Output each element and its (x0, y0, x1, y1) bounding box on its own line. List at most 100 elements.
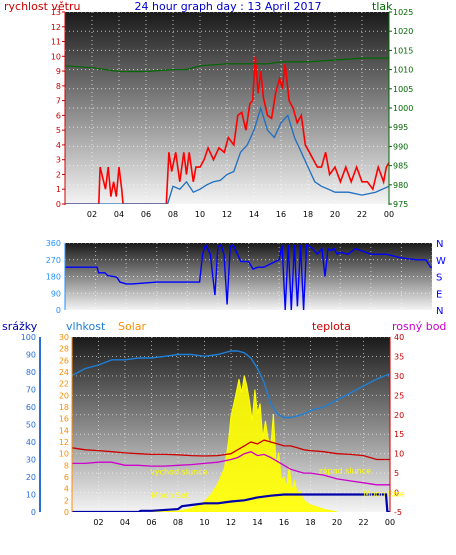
y-rain-tick-label: 80 (26, 368, 36, 377)
y-axis: 0 90 180 270 360 (46, 239, 61, 315)
x-tick-label: 00 (385, 518, 395, 527)
grid (65, 11, 390, 205)
y-solar-tick-label: 28 (59, 345, 69, 354)
annotation-label: Moon Rise (364, 489, 405, 498)
compass-label: W (436, 256, 446, 267)
x-axis: 02 04 06 08 10 12 14 16 18 20 22 00 (87, 210, 394, 219)
y-solar-tick-label: 20 (59, 391, 69, 400)
y-rain-tick-label: 60 (26, 403, 36, 412)
y-temp-tick-label: -5 (394, 508, 402, 517)
y-right-axis: 975 980 985 990 995 1000 1005 1010 1015 1020 1025 (389, 8, 413, 209)
y-left-tick-label: 0 (56, 200, 61, 209)
y-solar-tick-label: 22 (59, 380, 69, 389)
wind-direction-line (65, 243, 432, 310)
compass-label: N (436, 306, 443, 317)
x-tick-label: 16 (276, 210, 286, 219)
y-left-tick-label: 5 (56, 126, 61, 135)
y-solar-tick-label: 4 (64, 485, 69, 494)
y-solar-tick-label: 2 (64, 496, 69, 505)
y-left-tick-label: 1 (56, 185, 61, 194)
compass-label: S (436, 273, 442, 284)
x-tick-label: 20 (330, 210, 340, 219)
y-right-tick-label: 1015 (393, 46, 413, 55)
y-temp-tick-label: 0 (394, 489, 399, 498)
x-tick-label: 22 (358, 518, 368, 527)
x-tick-label: 16 (279, 518, 289, 527)
x-tick-label: 14 (252, 518, 262, 527)
x-tick-label: 06 (146, 518, 156, 527)
annotation-label: západ slunce (318, 467, 371, 476)
pressure-label: tlak (372, 0, 393, 13)
x-tick-label: 18 (303, 210, 313, 219)
dewpoint-line (72, 450, 390, 486)
y-solar-tick-label: 16 (59, 415, 69, 424)
panel-rain-humidity-temp: srážky vlhkost Solar teplota rosný bod 0… (2, 320, 446, 527)
y-right-tick-label: 1000 (393, 104, 413, 113)
y-left-tick-label: 9 (56, 67, 61, 76)
y-rain-tick-label: 30 (26, 456, 36, 465)
y-temp-tick-label: 25 (394, 391, 404, 400)
chart-title: 24 hour graph day : 13 April 2017 (135, 0, 322, 13)
x-tick-label: 02 (87, 210, 97, 219)
pressure-line (65, 57, 389, 73)
x-tick-label: 20 (332, 518, 342, 527)
y-tick-label: 0 (56, 306, 61, 315)
y-rain-tick-label: 0 (31, 508, 36, 517)
y-temp-tick-label: 10 (394, 450, 404, 459)
x-tick-label: 08 (173, 518, 183, 527)
x-tick-label: 02 (93, 518, 103, 527)
y-tick-label: 360 (46, 239, 61, 248)
y-solar-tick-label: 30 (59, 333, 69, 342)
y-left-tick-label: 11 (51, 38, 61, 47)
y-left-tick-label: 6 (56, 111, 61, 120)
y-solar-tick-label: 8 (64, 461, 69, 470)
y-right-tick-label: 985 (393, 162, 408, 171)
y-left-tick-label: 10 (51, 52, 61, 61)
y-rain-tick-label: 90 (26, 351, 36, 360)
x-tick-label: 10 (199, 518, 209, 527)
x-tick-label: 04 (120, 518, 130, 527)
annotation-label: východ slunce (150, 467, 207, 476)
y-temp-tick-label: 40 (394, 333, 404, 342)
annotation-label: Moon Set (152, 491, 189, 500)
compass-label: N (436, 239, 443, 250)
y-rain-tick-label: 40 (26, 438, 36, 447)
y-solar-tick-label: 18 (59, 403, 69, 412)
x-tick-label: 06 (141, 210, 151, 219)
y-solar-tick-label: 6 (64, 473, 69, 482)
y-solar-tick-label: 24 (59, 368, 69, 377)
wind-speed-label: rychlost větru (4, 0, 80, 13)
y-solar-tick-label: 0 (64, 508, 69, 517)
y-tick-label: 90 (51, 289, 61, 298)
x-tick-label: 22 (357, 210, 367, 219)
x-tick-label: 14 (249, 210, 259, 219)
temperature-label: teplota (312, 320, 351, 333)
series (72, 350, 390, 512)
x-axis: 02 04 06 08 10 12 14 16 18 20 22 00 (93, 518, 395, 527)
humidity-label: vlhkost (66, 320, 106, 333)
y-solar-tick-label: 10 (59, 450, 69, 459)
dewpoint-label: rosný bod (392, 320, 446, 333)
y-tick-label: 270 (46, 256, 61, 265)
y-temp-tick-label: 5 (394, 469, 399, 478)
y-left-tick-label: 13 (51, 8, 61, 17)
solar-area (151, 375, 338, 512)
x-tick-label: 08 (168, 210, 178, 219)
y-solar-tick-label: 14 (59, 426, 69, 435)
y-rain-axis: 0 10 20 30 40 50 60 70 80 90 100 (21, 333, 36, 517)
y-tick-label: 180 (46, 273, 61, 282)
y-temp-axis: -5 0 5 10 15 20 25 30 35 40 (394, 333, 404, 517)
wind-average-line (65, 105, 389, 204)
y-right-tick-label: 975 (393, 200, 408, 209)
y-right-tick-label: 980 (393, 181, 408, 190)
y-solar-tick-label: 12 (59, 438, 69, 447)
y-right-tick-label: 1025 (393, 8, 413, 17)
x-tick-label: 12 (226, 518, 236, 527)
solar-label: Solar (118, 320, 147, 333)
